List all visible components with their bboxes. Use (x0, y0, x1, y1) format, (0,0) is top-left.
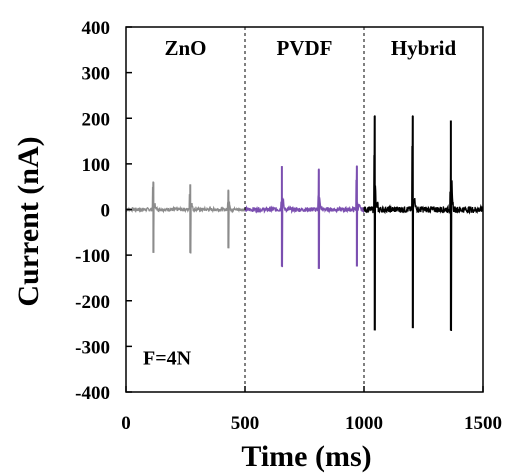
y-tick-label-3: 100 (82, 155, 111, 176)
series-trace-0 (125, 181, 246, 254)
y-tick-label-1: 300 (82, 64, 111, 85)
region-label-1: PVDF (277, 36, 333, 60)
y-tick-label-0: 400 (82, 18, 111, 39)
force-annotation: F=4N (143, 348, 192, 370)
y-tick-label-4: 0 (101, 201, 111, 222)
region-dividers (244, 27, 365, 392)
x-tick-label-0: 0 (121, 413, 131, 434)
y-axis-title: Current (nA) (12, 136, 45, 306)
series-trace-1 (244, 165, 365, 269)
y-tick-label-8: -400 (75, 383, 110, 404)
y-tick-label-2: 200 (82, 109, 111, 130)
region-label-0: ZnO (164, 36, 206, 60)
plot-traces (125, 115, 484, 332)
y-tick-label-6: -200 (75, 292, 110, 313)
y-axis-ticks: 400 300 200 100 0 -100 -200 -300 -400 (75, 18, 132, 404)
x-tick-label-3: 1500 (464, 413, 502, 434)
x-axis-ticks: 0 500 1000 1500 (121, 386, 502, 434)
x-tick-label-2: 1000 (345, 413, 383, 434)
region-label-2: Hybrid (391, 36, 457, 60)
y-tick-label-7: -300 (75, 337, 110, 358)
x-axis-title: Time (ms) (241, 440, 371, 473)
x-tick-label-1: 500 (231, 413, 260, 434)
region-labels: ZnO PVDF Hybrid (164, 36, 456, 60)
y-tick-label-5: -100 (75, 246, 110, 267)
series-trace-2 (363, 115, 484, 332)
